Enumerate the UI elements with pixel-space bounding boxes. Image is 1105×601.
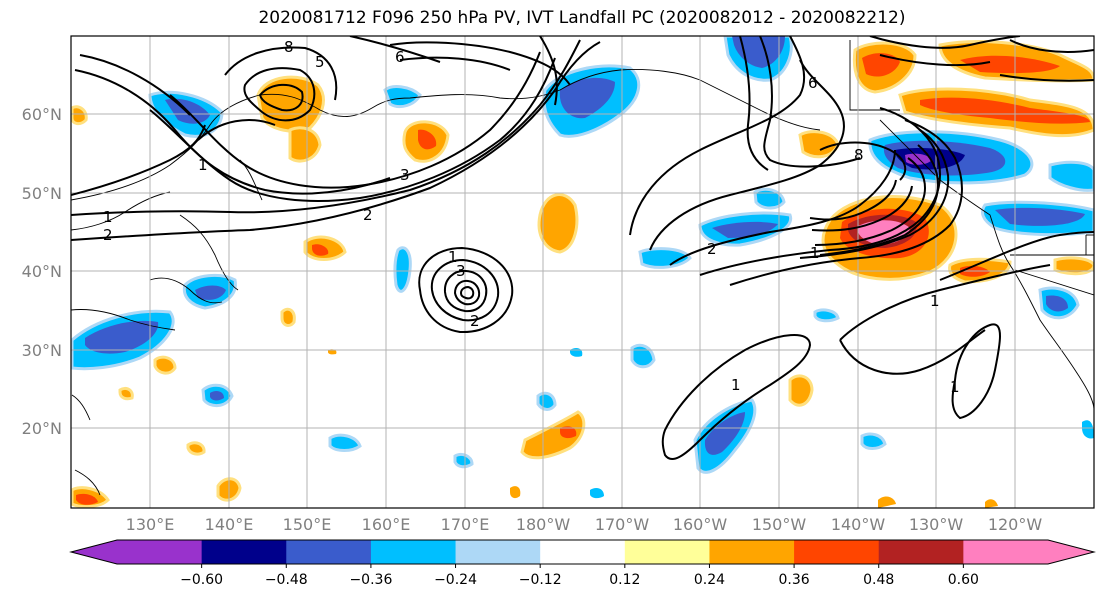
contour-label: 1 xyxy=(810,244,820,262)
lat-label-40n: 40°N xyxy=(22,262,62,281)
colorbar-segment xyxy=(370,540,457,564)
contour-labels: 1 2 3 5 6 8 1 2 1 2 3 1 1 1 1 2 6 8 xyxy=(103,38,960,396)
contour-label: 1 xyxy=(103,208,113,226)
contour-label: 1 xyxy=(198,156,208,174)
lon-label: 180°W xyxy=(516,515,571,534)
colorbar-segment xyxy=(794,540,880,564)
colorbar-tick-label: −0.36 xyxy=(349,572,392,588)
contour-label: 8 xyxy=(854,146,864,164)
contour-label: 2 xyxy=(470,312,480,330)
colorbar-tick-label: −0.12 xyxy=(519,572,562,588)
lon-label: 150°E xyxy=(283,515,332,534)
lat-label-50n: 50°N xyxy=(22,184,62,203)
contour-label: 2 xyxy=(103,226,113,244)
longitude-labels: 130°E 140°E 150°E 160°E 170°E 180°W 170°… xyxy=(126,515,1043,534)
colorbar-segment xyxy=(878,540,964,564)
lon-label: 170°W xyxy=(595,515,650,534)
colorbar-tick-label: 0.60 xyxy=(948,572,979,588)
lat-label-20n: 20°N xyxy=(22,419,62,438)
colorbar-segment xyxy=(709,540,795,564)
contour-label: 6 xyxy=(808,74,818,92)
negative-pv-regions xyxy=(71,36,1094,499)
colorbar-over-arrow xyxy=(1048,540,1094,564)
contour-label: 1 xyxy=(448,248,458,266)
contour-label: 2 xyxy=(707,240,717,258)
lon-label: 150°W xyxy=(752,515,807,534)
colorbar-segment xyxy=(117,540,203,564)
colorbar-segment xyxy=(540,540,626,564)
ivt-contours xyxy=(71,36,1094,460)
contour-label: 3 xyxy=(456,262,466,280)
colorbar-tick-label: 0.48 xyxy=(863,572,894,588)
lon-label: 130°W xyxy=(909,515,964,534)
colorbar-segment xyxy=(963,540,1049,564)
colorbar: −0.60 −0.48 −0.36 −0.24 −0.12 0.12 0.24 0.36 0.4… xyxy=(69,539,1096,588)
colorbar-tick-label: −0.48 xyxy=(265,572,308,588)
latitude-labels: 60°N 50°N 40°N 30°N 20°N xyxy=(22,105,62,438)
lat-label-30n: 30°N xyxy=(22,341,62,360)
contour-label: 6 xyxy=(395,48,405,66)
colorbar-outline xyxy=(69,539,1096,565)
lat-label-60n: 60°N xyxy=(22,105,62,124)
colorbar-tick-label: 0.12 xyxy=(609,572,640,588)
lon-label: 170°E xyxy=(441,515,490,534)
colorbar-segment xyxy=(455,540,541,564)
gridlines xyxy=(71,36,1094,508)
contour-label: 3 xyxy=(400,166,410,184)
colorbar-segment xyxy=(624,540,710,564)
colorbar-tick-label: −0.24 xyxy=(434,572,477,588)
lon-label: 140°E xyxy=(205,515,254,534)
colorbar-segment xyxy=(201,540,287,564)
contour-label: 1 xyxy=(950,378,960,396)
colorbar-tick-label: −0.60 xyxy=(180,572,223,588)
map-border xyxy=(70,35,1095,509)
colorbar-tick-label: 0.24 xyxy=(694,572,725,588)
lon-label: 160°E xyxy=(362,515,411,534)
figure-title: 2020081712 F096 250 hPa PV, IVT Landfall… xyxy=(258,8,906,28)
lon-label: 120°W xyxy=(988,515,1043,534)
positive-pv-regions xyxy=(71,40,1094,508)
contour-label: 2 xyxy=(363,206,373,224)
pv-anomaly-fields: 1 2 3 5 6 8 1 2 1 2 3 1 1 1 1 2 6 8 xyxy=(71,36,1094,508)
colorbar-segment xyxy=(286,540,372,564)
colorbar-tick-label: 0.36 xyxy=(779,572,810,588)
contour-label: 8 xyxy=(284,38,294,56)
colorbar-under-arrow xyxy=(71,540,117,564)
lon-label: 160°W xyxy=(673,515,728,534)
contour-label: 1 xyxy=(930,292,940,310)
contour-label: 5 xyxy=(315,53,325,71)
contour-label: 1 xyxy=(731,376,741,394)
lon-label: 130°E xyxy=(126,515,175,534)
lon-label: 140°W xyxy=(831,515,886,534)
